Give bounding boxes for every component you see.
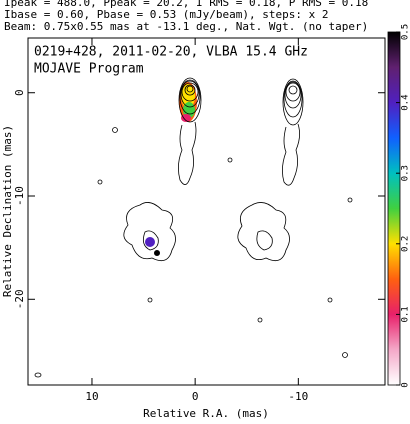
plot-frame bbox=[27, 37, 386, 386]
colorbar-tick-label: 0.4 bbox=[401, 94, 410, 110]
y-tick-label: -10 bbox=[13, 186, 26, 206]
annotation: MOJAVE Program bbox=[34, 62, 144, 77]
x-tick-label: -10 bbox=[288, 390, 308, 403]
colorbar-tick-label: 0.3 bbox=[401, 165, 410, 181]
x-tick-label: 0 bbox=[192, 390, 199, 403]
colorbar-tick-label: 0.1 bbox=[401, 306, 410, 322]
y-tick-label: 0 bbox=[13, 89, 26, 96]
colorbar-tick-label: 0 bbox=[401, 382, 410, 387]
y-tick-label: -20 bbox=[13, 289, 26, 309]
header-line: Beam: 0.75x0.55 mas at -13.1 deg., Nat. … bbox=[4, 20, 368, 33]
colorbar bbox=[387, 31, 401, 386]
header-line: Ipeak = 488.0, Ppeak = 20.2, I RMS = 0.1… bbox=[4, 0, 368, 9]
annotation: 0219+428, 2011-02-20, VLBA 15.4 GHz bbox=[34, 45, 308, 60]
x-axis-label: Relative R.A. (mas) bbox=[143, 407, 269, 420]
x-tick-label: 10 bbox=[85, 390, 98, 403]
image bbox=[34, 77, 353, 378]
colorbar-tick-label: 0.2 bbox=[401, 236, 410, 252]
y-axis-label: Relative Declination (mas) bbox=[1, 125, 14, 297]
colorbar-tick-label: 0.5 bbox=[401, 24, 410, 40]
header-line: Ibase = 0.60, Pbase = 0.53 (mJy/beam), s… bbox=[4, 8, 329, 21]
